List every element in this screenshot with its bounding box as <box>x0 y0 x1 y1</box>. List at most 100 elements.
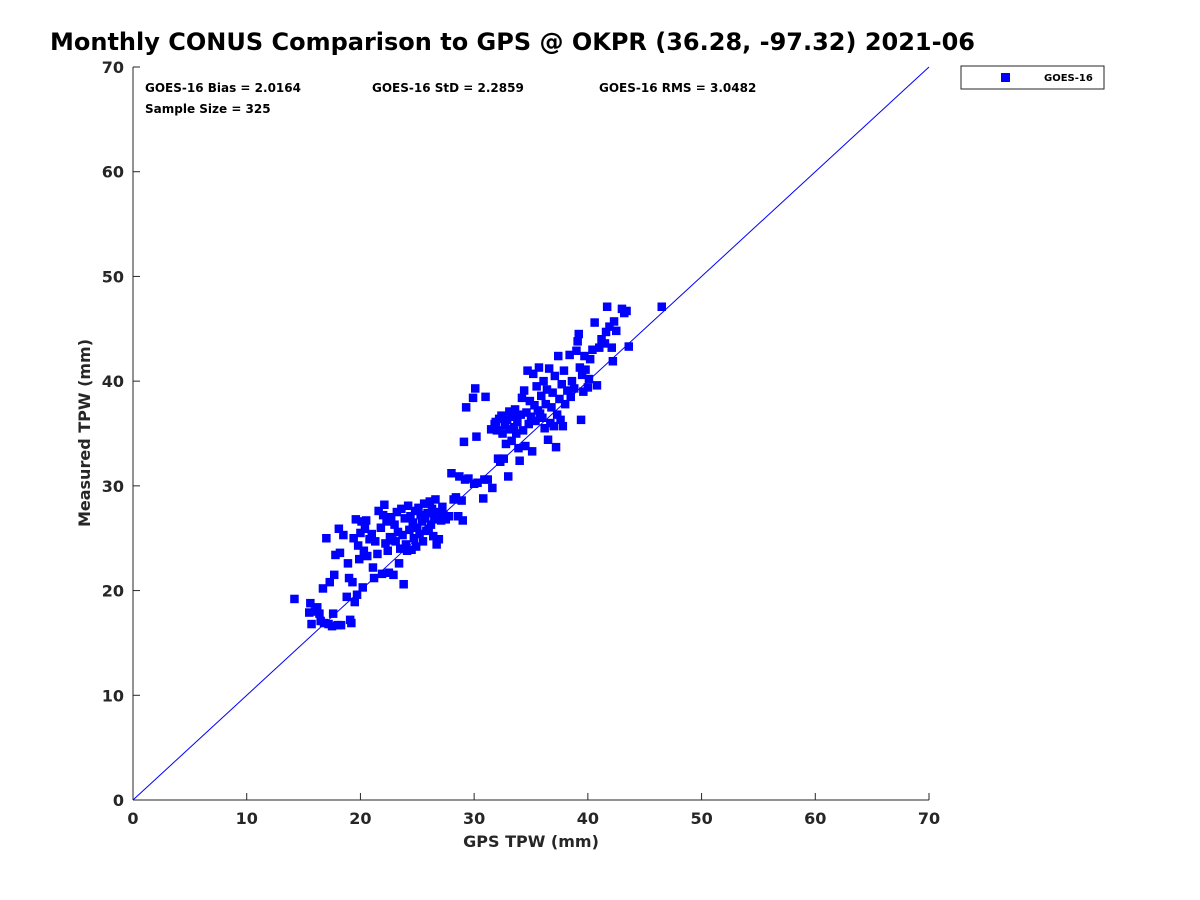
data-point <box>403 501 413 510</box>
data-point <box>502 415 512 425</box>
legend-box <box>960 65 1105 90</box>
data-point <box>347 618 356 628</box>
data-point <box>434 535 444 544</box>
x-tick-label: 50 <box>690 809 712 828</box>
data-point <box>330 570 339 580</box>
data-point <box>400 514 409 523</box>
data-point <box>524 419 533 429</box>
data-point <box>427 504 437 514</box>
data-point <box>336 620 346 630</box>
data-point <box>497 411 506 420</box>
data-point <box>438 502 447 512</box>
data-point <box>356 528 365 538</box>
data-point <box>371 537 380 546</box>
y-tick-label: 30 <box>102 477 124 496</box>
data-point <box>396 544 405 553</box>
data-point <box>566 392 575 402</box>
data-point <box>365 535 374 544</box>
data-point <box>472 432 481 441</box>
data-point <box>290 594 299 604</box>
chart-title: Monthly CONUS Comparison to GPS @ OKPR (… <box>50 28 975 56</box>
data-point <box>508 412 518 421</box>
data-point <box>577 370 587 380</box>
legend-label-goes16: GOES-16 <box>1044 73 1093 84</box>
data-point <box>369 573 379 583</box>
data-point <box>592 381 602 390</box>
data-point <box>481 392 490 402</box>
data-point <box>550 371 560 381</box>
data-point <box>334 524 344 533</box>
data-point <box>579 387 588 396</box>
data-point <box>384 568 394 577</box>
data-point <box>389 570 398 580</box>
data-point <box>500 420 510 430</box>
data-point <box>305 608 314 617</box>
data-point <box>556 415 565 425</box>
data-point <box>378 510 388 520</box>
data-point <box>521 441 530 451</box>
data-point <box>542 385 552 394</box>
data-point <box>368 563 378 572</box>
data-point <box>363 551 372 561</box>
data-point <box>570 384 579 393</box>
data-point <box>612 326 621 336</box>
x-tick-label: 10 <box>236 809 258 828</box>
data-point <box>534 363 544 372</box>
data-point <box>479 494 488 503</box>
data-point <box>575 363 585 372</box>
data-point <box>367 529 376 539</box>
one-to-one-line-group <box>132 66 930 801</box>
data-point <box>458 516 467 525</box>
data-point <box>360 524 370 533</box>
data-point <box>498 429 507 438</box>
data-point <box>514 443 523 453</box>
data-point <box>468 393 478 403</box>
legend: GOES-16 <box>960 65 1105 90</box>
data-point <box>432 540 441 549</box>
data-point <box>461 403 471 412</box>
data-point <box>381 539 390 548</box>
data-point <box>558 421 568 431</box>
data-point <box>382 517 391 526</box>
data-point <box>554 351 563 361</box>
data-point <box>423 508 432 518</box>
legend-marker-goes16 <box>1001 73 1010 82</box>
x-tick-label: 20 <box>349 809 371 828</box>
data-point <box>390 520 399 529</box>
data-point <box>541 399 550 409</box>
data-point <box>351 515 361 524</box>
data-point <box>457 496 466 505</box>
data-point <box>353 541 363 550</box>
data-point <box>509 423 519 432</box>
data-points <box>290 302 666 631</box>
tick-labels: 0 10 20 30 40 50 60 70 0 10 20 30 40 50 60 70 <box>102 58 940 828</box>
data-point <box>436 516 446 525</box>
y-tick-label: 20 <box>102 582 124 601</box>
data-point <box>335 548 345 558</box>
y-tick-label: 60 <box>102 163 124 182</box>
data-point <box>499 454 508 463</box>
data-point <box>529 369 538 379</box>
data-point <box>602 302 612 311</box>
data-point <box>583 383 593 392</box>
data-point <box>327 621 337 631</box>
data-point <box>595 343 604 352</box>
data-point <box>415 529 424 539</box>
data-point <box>313 603 322 612</box>
x-tick-label: 40 <box>577 809 599 828</box>
data-point <box>322 534 331 543</box>
data-point <box>576 415 586 425</box>
data-point <box>386 513 396 522</box>
data-point <box>411 542 421 551</box>
data-point <box>459 437 469 447</box>
data-point <box>624 342 633 351</box>
data-point <box>315 609 324 618</box>
data-point <box>590 318 599 327</box>
data-point <box>376 523 386 532</box>
data-point <box>580 351 589 361</box>
data-point <box>585 354 595 364</box>
data-point <box>539 376 548 386</box>
data-point <box>421 514 430 523</box>
x-tick-label: 30 <box>463 809 485 828</box>
